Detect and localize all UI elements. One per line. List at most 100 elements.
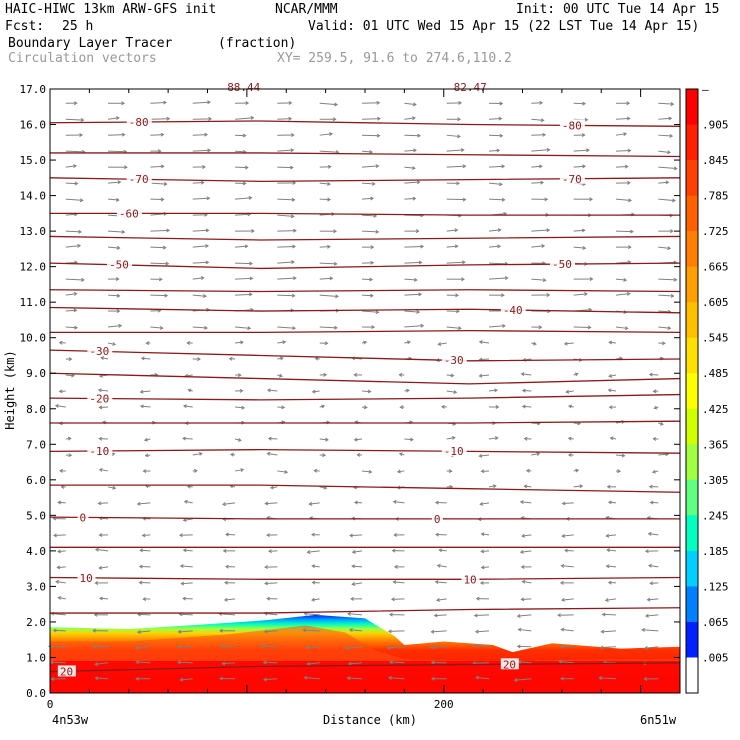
vector-arrowhead (135, 676, 140, 681)
vector-arrow (446, 165, 466, 168)
vector-arrowhead (586, 148, 590, 153)
vector-arrow (304, 613, 320, 616)
vector-arrowhead (497, 244, 502, 249)
vector-arrowhead (411, 166, 416, 171)
vector-arrowhead (207, 100, 211, 105)
vector-arrow (474, 614, 490, 617)
vector-arrowhead (266, 533, 270, 538)
vector-arrow (264, 630, 278, 633)
vector-arrowhead (499, 101, 504, 106)
vector-arrowhead (626, 101, 631, 106)
vector-arrow (446, 437, 455, 440)
vector-arrow (142, 534, 151, 537)
vector-arrow (615, 165, 628, 168)
contour-label: 0 (80, 511, 87, 524)
vector-arrowhead (375, 310, 380, 315)
vector-arrow (235, 326, 251, 329)
contour-label: 10 (80, 572, 93, 585)
vector-arrow (108, 134, 125, 136)
contour-line (49, 372, 681, 385)
vector-arrow (65, 278, 84, 281)
vector-arrowhead (608, 373, 613, 378)
vector-arrowhead (347, 611, 351, 616)
vector-arrowhead (623, 277, 628, 282)
colorbar-label: .245 (702, 509, 729, 522)
vector-arrowhead (311, 580, 316, 585)
vector-arrowhead (68, 357, 73, 362)
vector-arrow (615, 357, 623, 360)
vector-arrowhead (371, 325, 376, 330)
vector-arrowhead (193, 468, 198, 473)
vector-arrow (235, 341, 244, 344)
vector-arrow (51, 612, 66, 616)
colorbar: – .905 .845 .785 .725 .665 .605 .545 .485 .425 .36… (685, 83, 729, 694)
vector-arrowhead (559, 644, 564, 649)
vector-arrowhead (98, 565, 103, 570)
vector-arrowhead (520, 597, 525, 602)
vector-arrow (446, 390, 457, 393)
vector-arrow (607, 549, 617, 552)
vector-arrow (361, 470, 372, 473)
vector-arrowhead (646, 597, 651, 602)
y-tick-label: 6.0 (26, 474, 46, 487)
vector-arrowhead (219, 676, 223, 681)
vector-arrowhead (546, 293, 551, 297)
vector-arrow (178, 630, 193, 633)
vector-arrowhead (311, 597, 315, 602)
vector-arrowhead (643, 676, 648, 681)
vector-arrow (319, 277, 333, 280)
vector-arrowhead (363, 405, 368, 410)
vector-arrow (181, 582, 193, 585)
vector-arrow (108, 198, 119, 201)
vector-arrowhead (412, 102, 417, 107)
vector-arrowhead (244, 244, 249, 249)
vector-arrow (517, 614, 532, 617)
colorbar-label: .605 (702, 296, 729, 309)
vector-arrowhead (525, 468, 530, 473)
vector-arrow (642, 629, 659, 632)
vector-arrow (350, 534, 363, 537)
vector-arrow (140, 390, 151, 393)
contour-label-bg (441, 445, 467, 457)
contour-label: -80 (129, 116, 149, 129)
vector-arrow (524, 485, 532, 488)
vector-arrow (431, 630, 447, 633)
colorbar-swatch (686, 586, 698, 623)
vector-arrowhead (302, 628, 307, 633)
vector-arrowhead (160, 164, 165, 169)
vector-arrow (277, 326, 296, 329)
vector-arrow (192, 229, 209, 232)
x-axis-label: Distance (km) (323, 713, 417, 727)
vector-arrowhead (327, 197, 332, 202)
vector-arrowhead (560, 627, 565, 632)
vector-arrow (658, 166, 677, 170)
vector-arrowhead (430, 629, 435, 634)
contour-line (49, 235, 681, 241)
vector-arrowhead (225, 532, 229, 537)
vector-arrow (319, 486, 327, 489)
vector-arrowhead (279, 356, 284, 361)
colorbar-label: .305 (702, 474, 729, 487)
vector-arrowhead (98, 533, 103, 538)
colorbar-swatch (686, 408, 698, 445)
vector-arrowhead (435, 597, 440, 602)
vector-arrow (573, 165, 586, 168)
vector-arrowhead (501, 197, 506, 202)
colorbar-swatch (686, 302, 698, 339)
vector-arrow (647, 598, 659, 601)
vector-arrow (183, 437, 193, 440)
vector-arrow (615, 326, 628, 329)
vector-arrowhead (435, 532, 439, 537)
vector-arrowhead (166, 116, 171, 121)
vector-arrowhead (292, 180, 297, 185)
vector-arrowhead (186, 341, 191, 345)
vector-arrowhead (478, 373, 483, 378)
vector-arrowhead (457, 326, 462, 331)
vector-arrowhead (420, 244, 425, 249)
vector-arrowhead (581, 133, 586, 138)
vector-arrowhead (480, 565, 485, 570)
vector-arrowhead (600, 629, 605, 634)
vector-arrow (561, 565, 574, 568)
vector-arrow (307, 550, 320, 553)
vector-arrowhead (224, 580, 228, 585)
